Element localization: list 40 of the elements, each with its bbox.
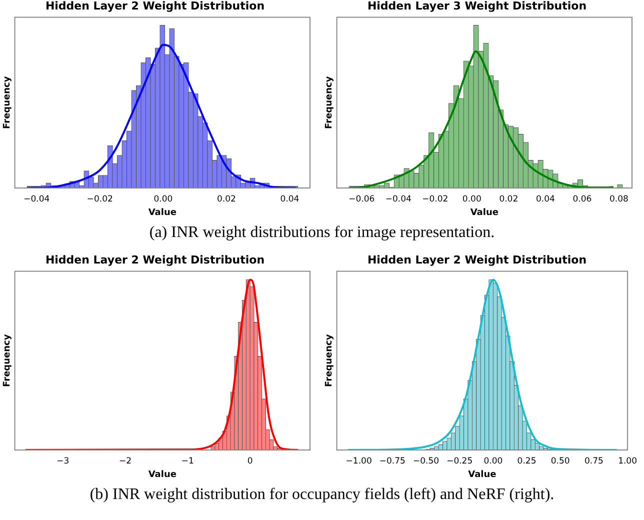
- x-axis-title: Value: [468, 470, 496, 480]
- x-tick-label: −0.02: [422, 194, 448, 204]
- x-tick-label: 0.08: [609, 194, 628, 204]
- x-axis-title: Value: [148, 208, 176, 218]
- y-axis-title: Frequency: [2, 334, 13, 387]
- x-tick-label: 0.06: [572, 194, 592, 204]
- x-tick-label: −0.50: [412, 456, 440, 466]
- x-axis-title: Value: [148, 470, 176, 480]
- x-tick-label: 0.00: [154, 194, 173, 204]
- x-tick-label: 0.75: [584, 456, 604, 466]
- chart-title: Hidden Layer 2 Weight Distribution: [45, 253, 265, 266]
- y-axis-title: Frequency: [2, 76, 13, 129]
- chart-title: Hidden Layer 3 Weight Distribution: [367, 0, 587, 12]
- x-tick-label: −0.04: [385, 194, 412, 204]
- x-tick-label: 0.04: [280, 194, 300, 204]
- x-tick-label: 0.25: [517, 456, 536, 466]
- x-tick-label: 0.00: [462, 194, 482, 204]
- x-tick-label: 1.00: [618, 456, 638, 466]
- x-tick-label: 0.50: [550, 456, 570, 466]
- x-axis-title: Value: [470, 208, 498, 218]
- text: (a) INR weight distributions for image representation.: [148, 224, 496, 242]
- chart-title: Hidden Layer 2 Weight Distribution: [367, 253, 587, 266]
- x-tick-label: −0.04: [24, 194, 50, 204]
- x-tick-label: −0.75: [379, 456, 406, 466]
- y-axis-title: Frequency: [324, 76, 335, 129]
- x-tick-label: −0.06: [348, 194, 375, 204]
- x-tick-label: 0.04: [536, 194, 555, 204]
- x-tick-label: −0.02: [86, 194, 113, 204]
- x-tick-label: 0.02: [499, 194, 518, 204]
- x-tick-label: −0.25: [446, 456, 473, 466]
- text: (b) INR weight distribution for occupancy fields (left) and NeRF (right).: [88, 486, 556, 504]
- x-tick-label: −2: [119, 456, 132, 466]
- x-tick-label: −3: [56, 456, 70, 466]
- x-tick-label: −1.00: [346, 456, 372, 466]
- x-tick-label: 0.02: [217, 194, 236, 204]
- x-tick-label: −1: [181, 456, 194, 466]
- x-tick-label: 0: [247, 456, 253, 466]
- x-tick-label: 0.00: [484, 456, 503, 466]
- y-axis-title: Frequency: [324, 334, 335, 387]
- chart-title: Hidden Layer 2 Weight Distribution: [45, 0, 265, 12]
